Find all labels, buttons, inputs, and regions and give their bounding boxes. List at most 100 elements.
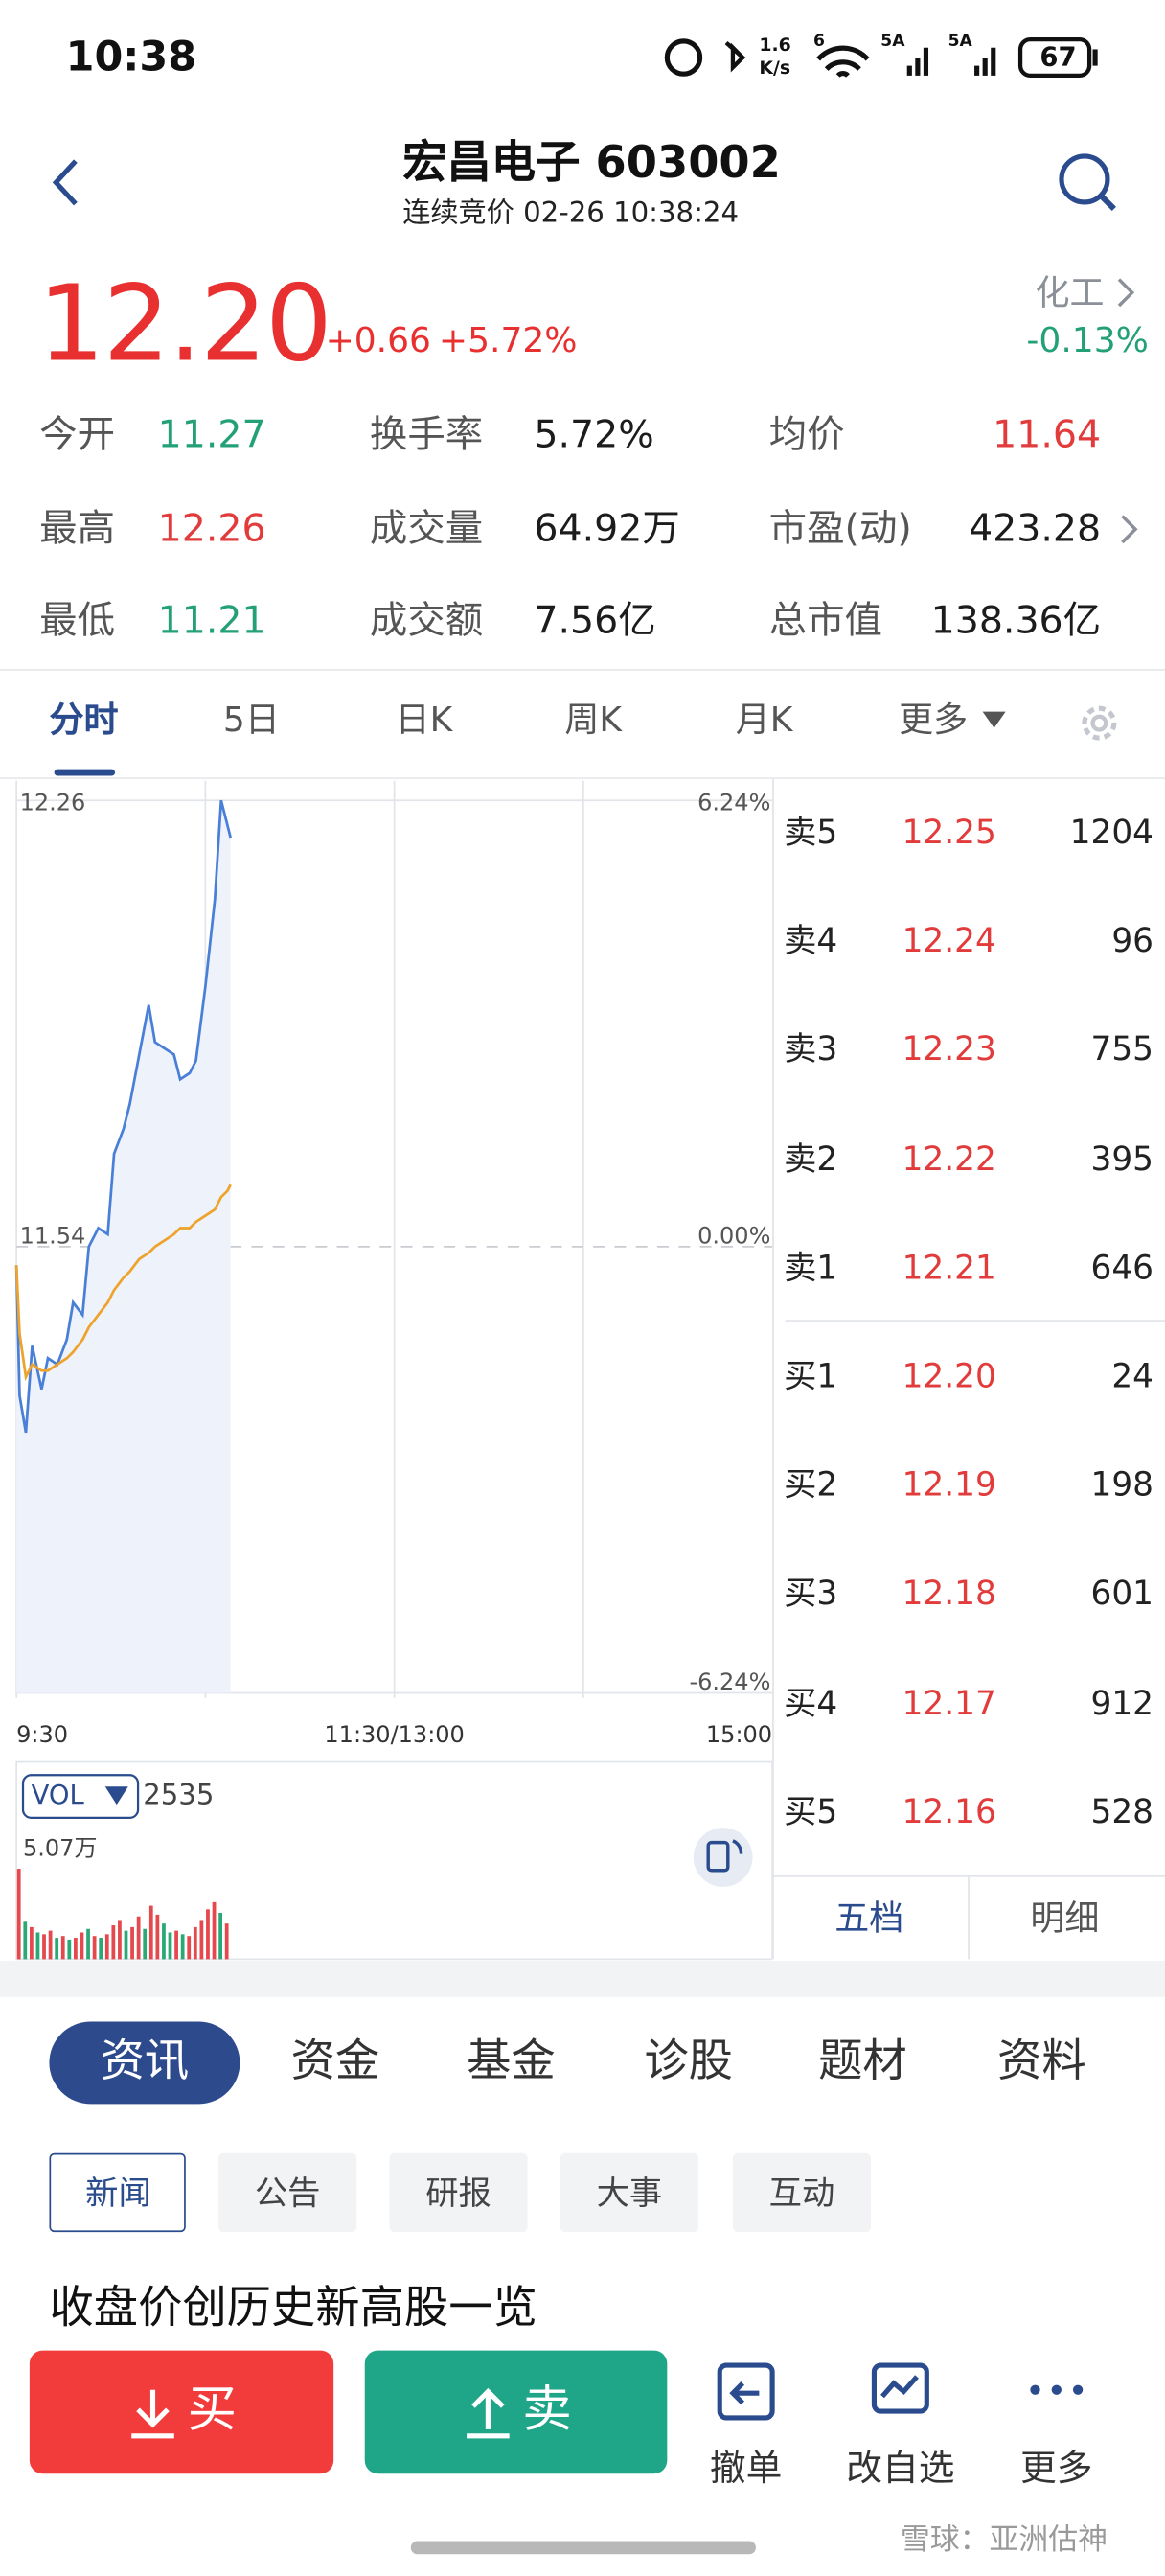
sub-tab-box[interactable] <box>49 2152 186 2233</box>
info-tab[interactable]: 诊股 <box>644 2036 733 2088</box>
volume-bar <box>16 1869 21 1960</box>
dot <box>1072 2384 1084 2395</box>
wifi-icon <box>816 45 870 78</box>
action-label[interactable]: 改自选 <box>846 2448 955 2490</box>
y2-tick-label: 6.24% <box>697 790 770 816</box>
info-tab[interactable]: 资讯 <box>100 2036 190 2088</box>
sub-tab-box[interactable] <box>218 2152 357 2233</box>
sim-label: 5A <box>880 33 905 52</box>
orderbook-border <box>772 778 774 1960</box>
back-button[interactable] <box>46 151 95 218</box>
search-button[interactable] <box>1052 148 1124 219</box>
volume-bar <box>80 1932 84 1960</box>
stat-value: 11.27 <box>157 414 266 457</box>
info-tab[interactable]: 基金 <box>467 2036 556 2088</box>
action-label[interactable]: 更多 <box>1020 2448 1093 2490</box>
volume-bar <box>218 1913 222 1960</box>
rotate-arrow <box>732 1839 743 1854</box>
stock-title: 宏昌电子 603002 <box>402 138 781 190</box>
volume-bar <box>35 1932 40 1960</box>
volume-bar <box>111 1925 116 1960</box>
price-change-pct: +5.72% <box>438 319 578 359</box>
info-tab[interactable]: 题材 <box>818 2036 907 2088</box>
ask-price: 12.22 <box>902 1138 996 1179</box>
cancel-icon[interactable] <box>713 2360 779 2423</box>
y2-tick-label: -6.24% <box>689 1668 770 1695</box>
vol-caret <box>104 1786 128 1806</box>
gear-center <box>1090 714 1108 732</box>
intraday-chart: 12.2611.5410.826.24%0.00%-6.24%9:3011:30… <box>14 780 773 1961</box>
ask-label: 卖5 <box>784 812 838 852</box>
x-tick-label: 11:30/13:00 <box>324 1721 464 1748</box>
sim-label: 5A <box>948 33 972 52</box>
wifi-label: 6 <box>812 33 825 52</box>
bid-price: 12.18 <box>902 1574 996 1614</box>
volume-bar <box>180 1934 185 1960</box>
volume-bar <box>199 1920 204 1960</box>
bid-label: 买1 <box>784 1355 838 1396</box>
status-icons <box>664 37 1098 79</box>
ask-label: 卖3 <box>784 1029 838 1070</box>
y2-tick-label: 0.00% <box>697 1223 770 1250</box>
current-volume: 2535 <box>143 1779 214 1811</box>
settings-button[interactable] <box>1073 697 1126 749</box>
caret <box>982 711 1006 728</box>
sub-tab-box[interactable] <box>389 2152 528 2233</box>
battery-icon <box>1017 37 1092 79</box>
buy-button[interactable] <box>29 2350 334 2474</box>
sub-tab: 新闻 <box>85 2173 151 2213</box>
watchlist-icon[interactable] <box>868 2360 937 2423</box>
period-tab[interactable]: 5日 <box>222 699 280 739</box>
stat-label: 均价 <box>768 414 845 457</box>
orderbook-tabs-sep <box>968 1874 970 1960</box>
period-tab[interactable]: 更多 <box>899 699 969 739</box>
period-tab[interactable]: 周K <box>564 699 622 739</box>
volume-bar <box>29 1926 34 1960</box>
bid-volume: 198 <box>1090 1464 1154 1505</box>
bid-volume: 912 <box>1090 1682 1154 1722</box>
info-tab[interactable]: 资金 <box>290 2036 380 2088</box>
orderbook-tab[interactable]: 明细 <box>1030 1898 1100 1938</box>
price-area <box>16 800 231 1693</box>
sub-tab-box[interactable] <box>732 2152 871 2233</box>
y-tick-label: 12.26 <box>20 790 86 816</box>
volume-bar <box>193 1926 197 1960</box>
sector-arrow <box>1117 278 1135 308</box>
ask-volume: 395 <box>1090 1138 1154 1179</box>
sub-tab: 大事 <box>596 2173 663 2213</box>
ask-label: 卖2 <box>784 1138 838 1179</box>
sector-name[interactable]: 化工 <box>1035 271 1105 312</box>
watermark: 雪球：亚洲估神 <box>900 2521 1108 2557</box>
stat-value: 12.26 <box>157 507 266 551</box>
action-label[interactable]: 撤单 <box>709 2448 783 2490</box>
period-tab[interactable]: 分时 <box>49 699 119 739</box>
sell-icon <box>467 2387 510 2439</box>
sell-button[interactable] <box>364 2350 668 2474</box>
sell-label: 卖 <box>522 2381 572 2440</box>
ask-price: 12.24 <box>902 920 996 960</box>
watchlist-line <box>880 2375 919 2399</box>
dot <box>1030 2384 1040 2395</box>
sub-tab: 研报 <box>425 2173 491 2213</box>
headline[interactable]: 收盘价创历史新高股一览 <box>49 2283 537 2334</box>
volume-bar <box>124 1930 128 1960</box>
cancel-frame <box>717 2362 775 2421</box>
last-price: 12.20 <box>37 264 331 387</box>
period-tab[interactable]: 月K <box>735 699 793 739</box>
ask-volume: 1204 <box>1069 812 1154 852</box>
info-tab[interactable]: 资料 <box>997 2036 1086 2088</box>
orderbook-tab[interactable]: 五档 <box>834 1898 904 1938</box>
buy-arrow <box>131 2389 174 2439</box>
signal-icon <box>923 47 929 76</box>
sub-tab-box[interactable] <box>560 2152 698 2233</box>
alarm-icon <box>664 38 703 77</box>
sell-arrow <box>467 2387 510 2439</box>
home-indicator <box>410 2541 756 2555</box>
pe-arrow[interactable] <box>1117 513 1140 545</box>
period-tab[interactable]: 日K <box>395 699 453 739</box>
x-tick-label: 15:00 <box>706 1721 772 1748</box>
more-icon[interactable] <box>1022 2360 1091 2423</box>
volume-bar <box>104 1934 109 1960</box>
